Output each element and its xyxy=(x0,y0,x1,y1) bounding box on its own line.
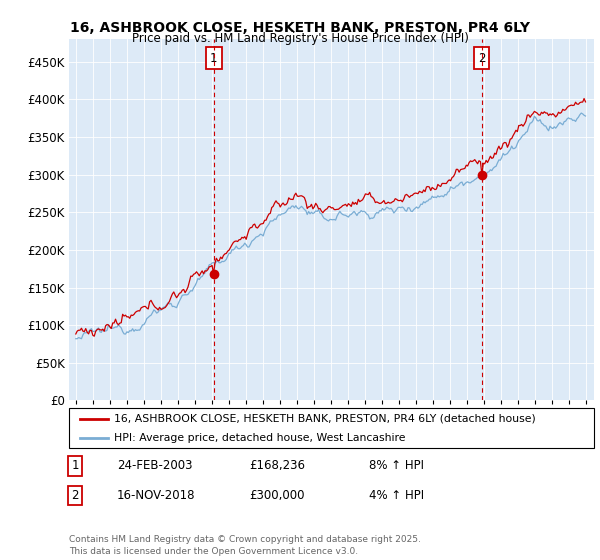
Text: 1: 1 xyxy=(71,459,79,473)
Text: £168,236: £168,236 xyxy=(249,459,305,473)
Text: 16, ASHBROOK CLOSE, HESKETH BANK, PRESTON, PR4 6LY: 16, ASHBROOK CLOSE, HESKETH BANK, PRESTO… xyxy=(70,21,530,35)
Text: 2: 2 xyxy=(478,52,485,64)
Text: 8% ↑ HPI: 8% ↑ HPI xyxy=(369,459,424,473)
Text: Contains HM Land Registry data © Crown copyright and database right 2025.
This d: Contains HM Land Registry data © Crown c… xyxy=(69,535,421,556)
Text: 4% ↑ HPI: 4% ↑ HPI xyxy=(369,489,424,502)
Text: 1: 1 xyxy=(210,52,218,64)
Text: Price paid vs. HM Land Registry's House Price Index (HPI): Price paid vs. HM Land Registry's House … xyxy=(131,32,469,45)
Text: HPI: Average price, detached house, West Lancashire: HPI: Average price, detached house, West… xyxy=(113,433,405,443)
FancyBboxPatch shape xyxy=(69,408,594,448)
Text: £300,000: £300,000 xyxy=(249,489,305,502)
Text: 16, ASHBROOK CLOSE, HESKETH BANK, PRESTON, PR4 6LY (detached house): 16, ASHBROOK CLOSE, HESKETH BANK, PRESTO… xyxy=(113,414,535,424)
Text: 16-NOV-2018: 16-NOV-2018 xyxy=(117,489,196,502)
Text: 24-FEB-2003: 24-FEB-2003 xyxy=(117,459,193,473)
Text: 2: 2 xyxy=(71,489,79,502)
